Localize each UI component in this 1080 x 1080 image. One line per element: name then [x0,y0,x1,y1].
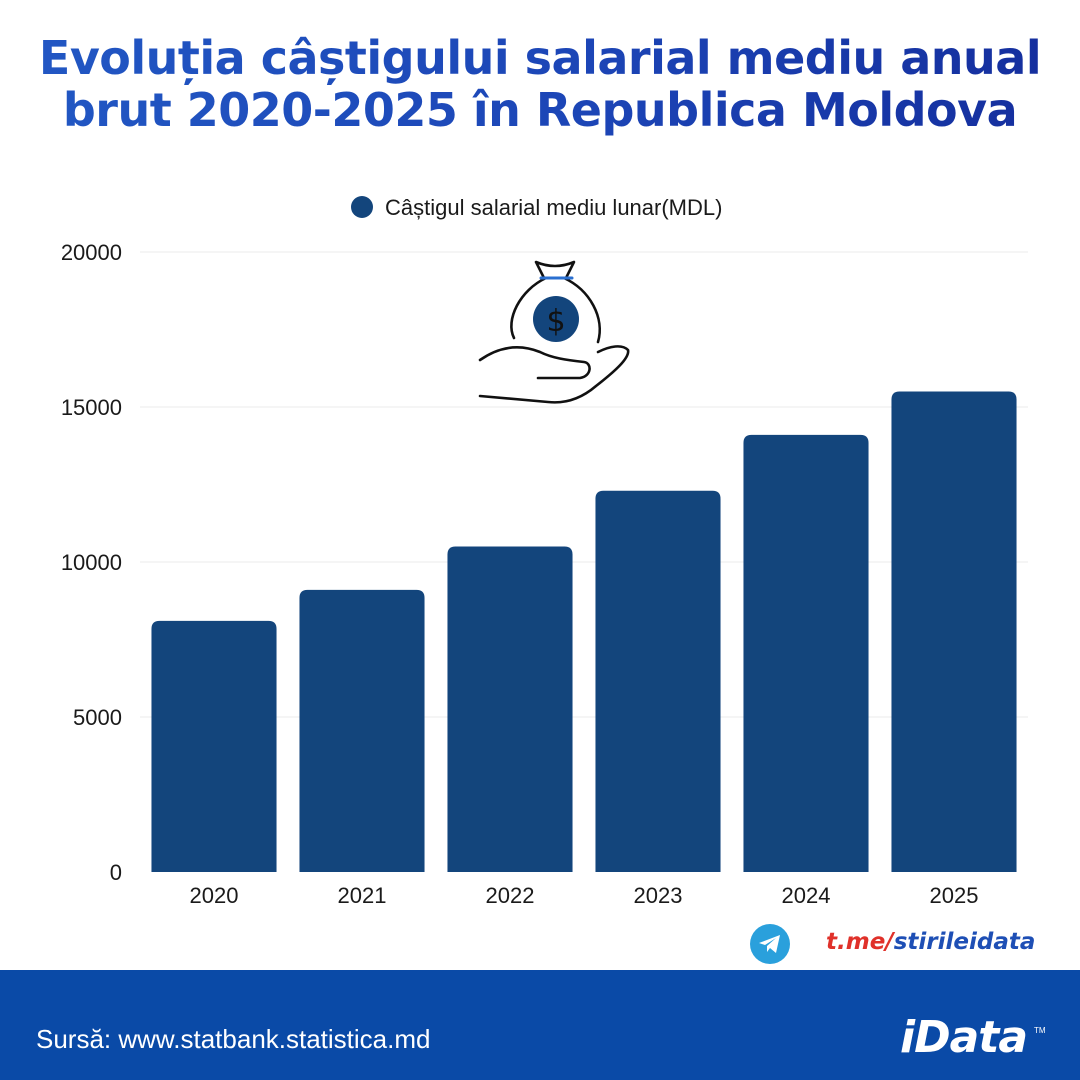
source-text: Sursă: www.statbank.statistica.md [36,1024,431,1054]
telegram-link-handle: stirileidata [893,929,1036,955]
y-tick-label: 15000 [61,395,122,420]
bar [595,490,721,872]
chart-legend: Câștigul salarial mediu lunar(MDL) [351,195,722,220]
bar-chart: Câștigul salarial mediu lunar(MDL) 0 5000… [61,195,1028,908]
bar [743,434,869,872]
x-tick-label: 2022 [486,883,535,908]
brand-logo: iData [900,1012,1028,1063]
telegram-icon[interactable] [750,924,790,964]
y-tick-label: 0 [110,860,122,885]
x-tick-label: 2023 [634,883,683,908]
bar [151,620,277,872]
dollar-symbol: $ [546,304,565,339]
y-tick-label: 20000 [61,240,122,265]
x-tick-label: 2025 [930,883,979,908]
bar [891,391,1017,872]
x-tick-label: 2024 [782,883,831,908]
x-axis: 2020 2021 2022 2023 2024 2025 [190,883,979,908]
x-tick-label: 2020 [190,883,239,908]
chart-gridlines [140,251,1028,718]
bar [299,589,425,872]
y-axis: 0 5000 10000 15000 20000 [61,240,122,885]
legend-label: Câștigul salarial mediu lunar(MDL) [385,195,722,220]
bar-series [151,391,1017,872]
y-tick-label: 10000 [61,550,122,575]
y-tick-label: 5000 [73,705,122,730]
x-tick-label: 2021 [338,883,387,908]
telegram-link-prefix: t.me/ [826,929,894,955]
title-line-1: Evoluția câștigului salarial mediu anual [38,31,1042,85]
telegram-link[interactable]: t.me/stirileidata [826,927,1035,957]
footer-bar [0,970,1080,1080]
money-bag-hand-icon: $ [478,260,630,404]
title-line-2: brut 2020-2025 în Republica Moldova [62,83,1018,137]
trademark-mark: TM [1034,1026,1046,1035]
bar [447,546,573,872]
legend-marker [351,196,373,218]
page-title: Evoluția câștigului salarial mediu anual… [0,32,1080,136]
